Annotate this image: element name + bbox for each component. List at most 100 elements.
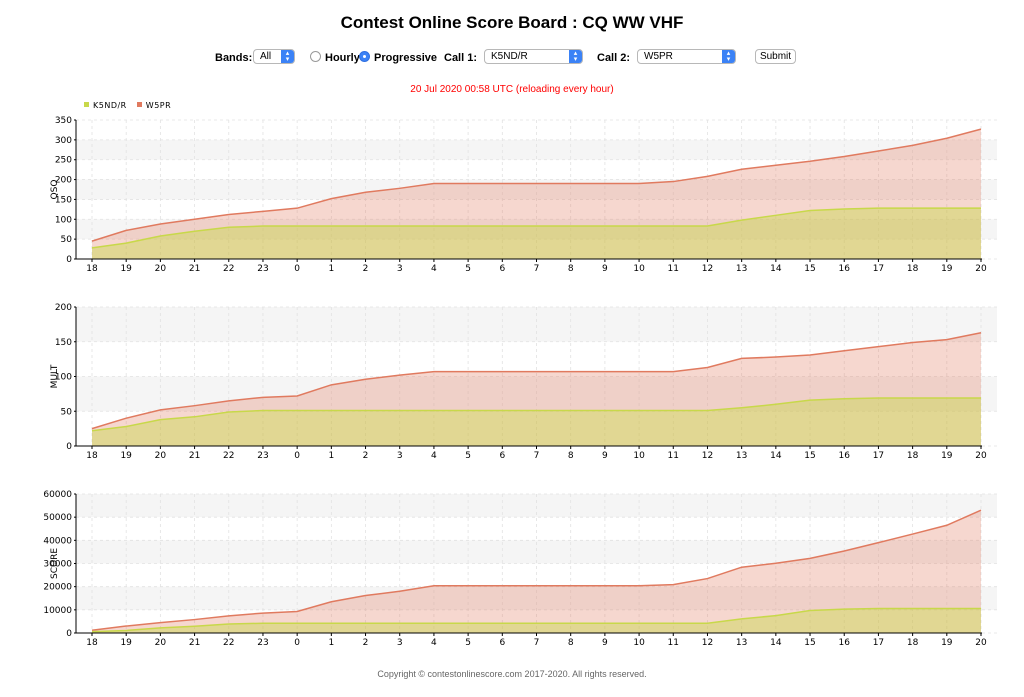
x-tick-label: 10 <box>633 264 645 273</box>
grid-band <box>76 540 997 564</box>
x-tick-label: 5 <box>465 451 471 460</box>
x-tick-label: 6 <box>499 451 505 460</box>
x-tick-label: 22 <box>223 638 234 647</box>
x-tick-label: 2 <box>363 638 369 647</box>
x-tick-label: 3 <box>397 451 403 460</box>
progressive-radio[interactable] <box>359 51 370 62</box>
series-area-W5PR <box>92 510 981 633</box>
x-tick-label: 11 <box>668 264 679 273</box>
series-area-K5ND/R <box>92 608 981 633</box>
x-tick-label: 19 <box>120 451 132 460</box>
x-tick-label: 11 <box>668 638 679 647</box>
x-tick-label: 13 <box>736 264 747 273</box>
series-line-K5ND/R <box>91 207 981 249</box>
select-chevron-icon: ▴ ▾ <box>722 50 735 63</box>
x-tick-label: 7 <box>534 638 540 647</box>
page-title: Contest Online Score Board : CQ WW VHF <box>340 13 684 32</box>
x-tick-label: 16 <box>839 264 851 273</box>
x-tick-label: 8 <box>568 451 574 460</box>
series-area-W5PR <box>92 332 981 446</box>
x-tick-label: 0 <box>294 264 300 273</box>
call2-select[interactable]: W5PR ▴ ▾ <box>637 49 736 64</box>
x-tick-label: 4 <box>431 264 437 273</box>
status-text: 20 Jul 2020 00:58 UTC (reloading every h… <box>410 84 614 95</box>
call2-label: Call 2: <box>597 52 631 64</box>
x-tick-label: 23 <box>257 451 268 460</box>
y-tick-label: 60000 <box>43 490 72 500</box>
x-tick-label: 16 <box>839 451 851 460</box>
y-tick-label: 50000 <box>43 513 72 523</box>
x-tick-label: 20 <box>975 638 987 647</box>
x-tick-label: 7 <box>534 451 540 460</box>
grid-band <box>76 494 997 518</box>
y-tick-label: 50 <box>61 235 73 245</box>
hourly-radio[interactable] <box>310 51 321 62</box>
x-tick-label: 12 <box>702 451 713 460</box>
y-tick-label: 350 <box>55 116 72 126</box>
y-axis-label: SCORE <box>50 548 60 579</box>
x-tick-label: 1 <box>328 451 334 460</box>
y-tick-label: 0 <box>66 255 72 265</box>
y-tick-label: 0 <box>66 629 72 639</box>
x-tick-label: 9 <box>602 638 608 647</box>
legend-label: K5ND/R <box>93 101 127 110</box>
qso-chart: 0 50 100 150 200 250 300 350 18 19 20 21 22 23 0 1 2 3 4 5 6… <box>0 113 1024 273</box>
series-line-W5PR <box>91 128 982 242</box>
x-tick-label: 2 <box>363 451 369 460</box>
x-tick-label: 17 <box>873 451 884 460</box>
series-line-W5PR <box>91 509 982 631</box>
x-tick-label: 18 <box>907 264 919 273</box>
series-area-K5ND/R <box>92 208 981 259</box>
x-tick-label: 11 <box>668 451 679 460</box>
x-tick-label: 9 <box>602 264 608 273</box>
x-tick-label: 18 <box>86 264 98 273</box>
x-tick-label: 19 <box>941 451 953 460</box>
x-tick-label: 9 <box>602 451 608 460</box>
x-tick-label: 22 <box>223 451 234 460</box>
legend-swatch <box>84 102 89 107</box>
x-tick-label: 23 <box>257 638 268 647</box>
series-line-K5ND/R <box>91 607 981 633</box>
x-tick-label: 15 <box>804 638 815 647</box>
x-tick-label: 18 <box>907 451 919 460</box>
x-tick-label: 19 <box>941 264 953 273</box>
x-tick-label: 18 <box>86 638 98 647</box>
x-tick-label: 15 <box>804 264 815 273</box>
x-tick-label: 10 <box>633 451 645 460</box>
hourly-label[interactable]: Hourly <box>325 52 360 64</box>
x-tick-label: 20 <box>975 451 987 460</box>
x-tick-label: 0 <box>294 451 300 460</box>
y-tick-label: 100 <box>55 373 72 383</box>
legend-swatch <box>136 102 142 107</box>
y-tick-label: 10000 <box>43 606 72 616</box>
y-axis-label: MULT <box>50 364 60 388</box>
progressive-label[interactable]: Progressive <box>374 52 437 64</box>
x-tick-label: 20 <box>155 264 167 273</box>
grid-band <box>76 307 997 342</box>
x-tick-label: 13 <box>736 638 747 647</box>
x-tick-label: 5 <box>465 638 471 647</box>
bands-label: Bands: <box>215 52 253 64</box>
mult-chart: 0 50 100 150 200 18 19 20 21 22 23 0 1 2 3 4 5 6 7 8 9 10 11 12… <box>0 300 1024 460</box>
grid-band <box>76 179 997 200</box>
x-tick-label: 21 <box>189 638 200 647</box>
y-tick-label: 300 <box>55 136 72 146</box>
x-tick-label: 22 <box>223 264 234 273</box>
x-tick-label: 19 <box>120 264 132 273</box>
bands-select[interactable]: All ▴ ▾ <box>253 49 295 64</box>
x-tick-label: 5 <box>465 264 471 273</box>
series-line-W5PR <box>91 331 982 430</box>
x-tick-label: 6 <box>499 264 505 273</box>
y-tick-label: 200 <box>55 176 72 186</box>
submit-button[interactable]: Submit <box>755 49 796 64</box>
score-chart: 0 10000 20000 30000 40000 50000 60000 18 19 20 21 2… <box>0 487 1024 647</box>
y-axis-label: QSO <box>50 180 60 200</box>
call1-select[interactable]: K5ND/R ▴ ▾ <box>484 49 583 64</box>
x-tick-label: 21 <box>189 264 200 273</box>
select-chevron-icon: ▴ ▾ <box>281 50 294 63</box>
x-tick-label: 4 <box>431 638 437 647</box>
x-tick-label: 20 <box>155 638 167 647</box>
